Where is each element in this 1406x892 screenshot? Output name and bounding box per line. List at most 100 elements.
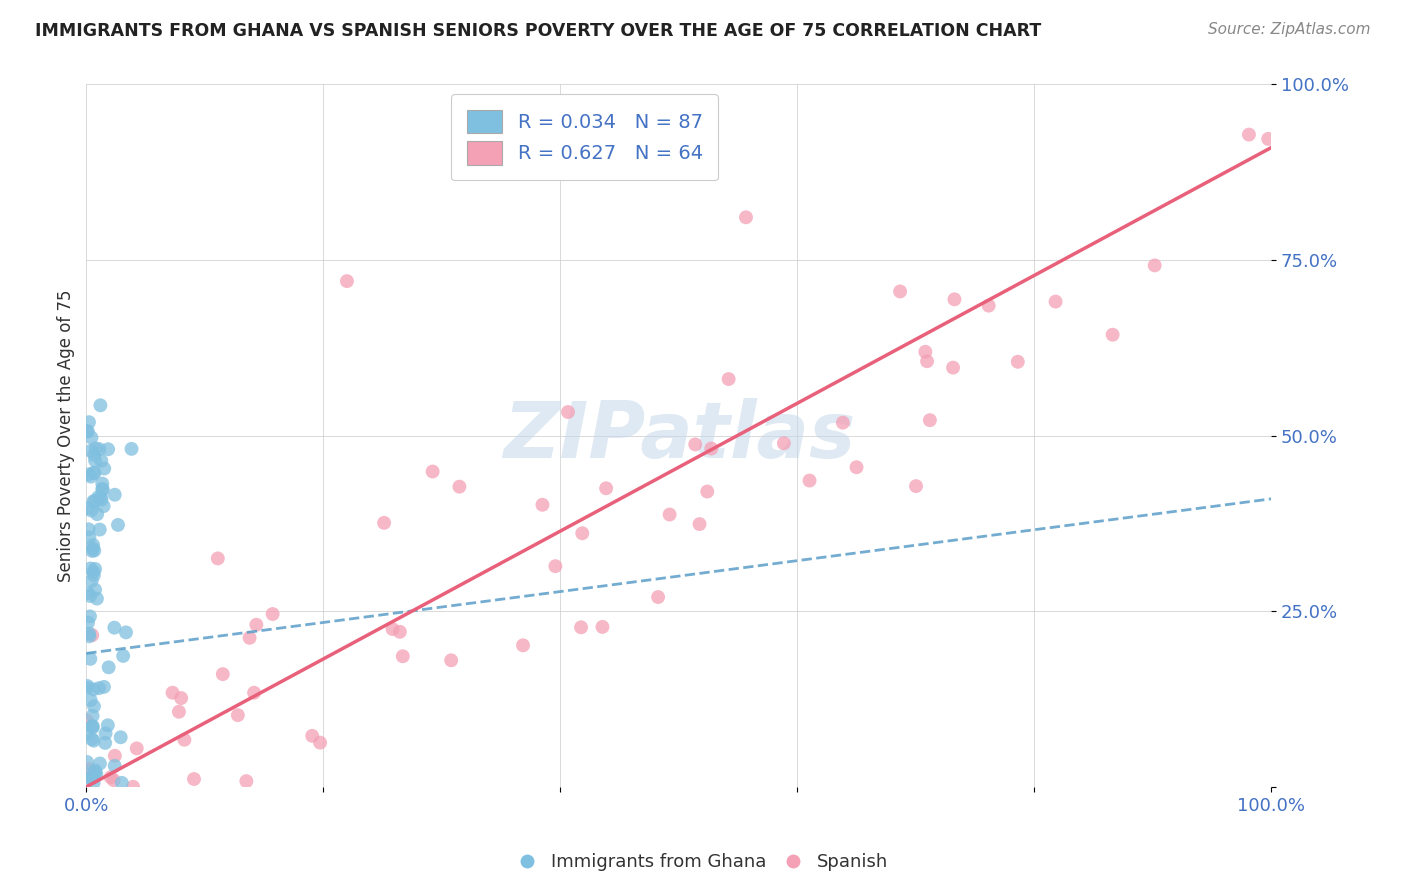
Point: [89, 756, 111, 771]
Point: [104, 759, 127, 773]
Point: [440, 653, 463, 667]
Point: [82, 771, 104, 785]
Point: [449, 480, 471, 494]
Point: [831, 416, 853, 430]
Point: [82, 565, 104, 579]
Point: [76, 681, 98, 695]
Point: [557, 405, 579, 419]
Point: [80, 503, 103, 517]
Point: [97, 660, 120, 674]
Point: [87, 490, 110, 504]
Point: [245, 617, 267, 632]
Point: [239, 631, 262, 645]
Point: [89, 398, 111, 412]
Point: [83, 769, 105, 783]
Point: [162, 686, 184, 700]
Point: [183, 772, 205, 786]
Point: [83, 776, 105, 790]
Point: [97, 442, 120, 457]
Point: [79, 693, 101, 707]
Point: [83, 543, 105, 558]
Point: [388, 624, 411, 639]
Point: [845, 460, 868, 475]
Point: [1143, 259, 1166, 273]
Point: [125, 741, 148, 756]
Point: [76, 679, 98, 693]
Point: [86, 507, 108, 521]
Point: [83, 699, 105, 714]
Point: [122, 780, 145, 794]
Point: [82, 494, 104, 508]
Point: [97, 718, 120, 732]
Point: [531, 498, 554, 512]
Point: [80, 719, 103, 733]
Point: [243, 686, 266, 700]
Point: [82, 719, 104, 733]
Point: [93, 499, 115, 513]
Point: [84, 764, 107, 778]
Point: [77, 762, 100, 776]
Point: [115, 625, 138, 640]
Point: [79, 609, 101, 624]
Point: [84, 442, 107, 456]
Point: [82, 682, 104, 697]
Point: [77, 425, 100, 439]
Point: [83, 448, 105, 462]
Point: [80, 469, 103, 483]
Point: [89, 523, 111, 537]
Point: [226, 708, 249, 723]
Point: [82, 628, 104, 642]
Point: [211, 667, 233, 681]
Point: [77, 415, 100, 429]
Point: [82, 538, 104, 552]
Point: [700, 442, 723, 456]
Point: [83, 733, 105, 747]
Point: [80, 431, 103, 445]
Point: [799, 474, 821, 488]
Point: [86, 767, 108, 781]
Point: [77, 522, 100, 536]
Point: [83, 568, 105, 582]
Point: [83, 494, 105, 508]
Point: [104, 488, 127, 502]
Point: [512, 638, 534, 652]
Point: [80, 443, 103, 458]
Point: [918, 413, 941, 427]
Point: [76, 726, 98, 740]
Point: [80, 574, 103, 588]
Text: Source: ZipAtlas.com: Source: ZipAtlas.com: [1208, 22, 1371, 37]
Point: [914, 344, 936, 359]
Point: [683, 437, 706, 451]
Point: [84, 582, 107, 597]
Point: [84, 764, 107, 779]
Point: [79, 652, 101, 666]
Point: [1101, 327, 1123, 342]
Y-axis label: Seniors Poverty Over the Age of 75: Seniors Poverty Over the Age of 75: [58, 289, 75, 582]
Point: [76, 501, 98, 516]
Point: [76, 424, 98, 438]
Point: [595, 481, 617, 495]
Point: [1045, 294, 1067, 309]
Point: [647, 590, 669, 604]
Point: [82, 721, 104, 735]
Point: [76, 714, 98, 728]
Point: [79, 629, 101, 643]
Point: [79, 561, 101, 575]
Point: [167, 705, 190, 719]
Point: [173, 732, 195, 747]
Point: [93, 680, 115, 694]
Point: [80, 732, 103, 747]
Point: [111, 776, 134, 790]
Point: [235, 774, 257, 789]
Point: [80, 544, 103, 558]
Point: [696, 484, 718, 499]
Point: [79, 589, 101, 603]
Point: [90, 492, 112, 507]
Point: [91, 476, 114, 491]
Point: [90, 454, 112, 468]
Point: [83, 466, 105, 480]
Point: [112, 648, 135, 663]
Point: [1257, 132, 1279, 146]
Point: [77, 615, 100, 630]
Point: [943, 293, 966, 307]
